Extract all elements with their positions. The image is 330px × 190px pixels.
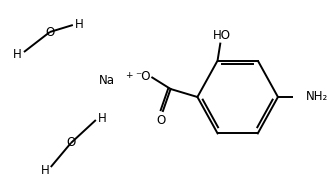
Text: Na: Na bbox=[99, 74, 115, 86]
Text: H: H bbox=[98, 112, 107, 124]
Text: H: H bbox=[13, 48, 22, 62]
Text: H: H bbox=[41, 165, 49, 177]
Text: ⁻O: ⁻O bbox=[135, 70, 150, 83]
Text: +: + bbox=[125, 71, 133, 81]
Text: O: O bbox=[66, 136, 76, 150]
Text: O: O bbox=[156, 113, 166, 127]
Text: H: H bbox=[75, 17, 84, 31]
Text: O: O bbox=[45, 25, 54, 39]
Text: HO: HO bbox=[213, 29, 230, 42]
Text: NH₂: NH₂ bbox=[306, 90, 328, 104]
